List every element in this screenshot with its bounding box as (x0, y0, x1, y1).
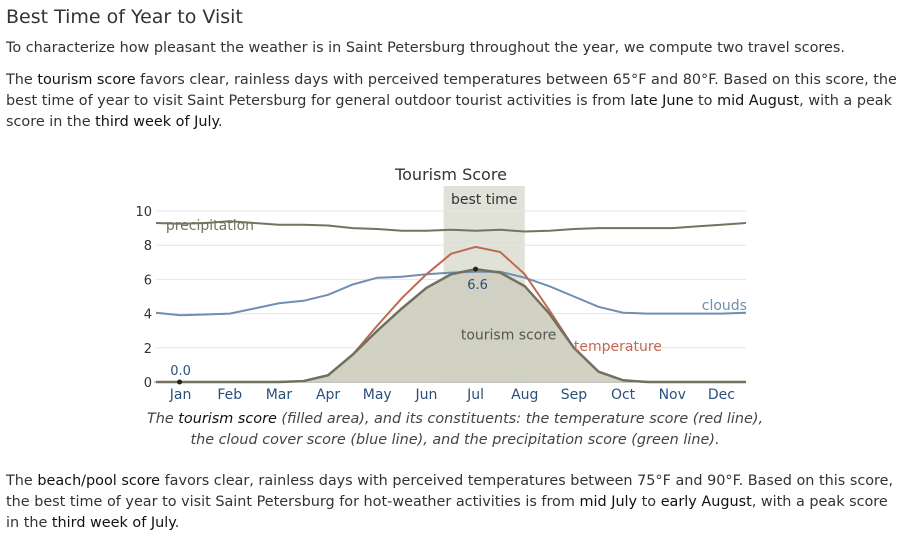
text-run: to (637, 494, 661, 510)
month-label: Apr (316, 387, 340, 403)
text-run: . (174, 515, 180, 531)
peak-marker (473, 266, 479, 272)
y-tick-label: 2 (144, 342, 152, 357)
month-label: Sep (561, 387, 588, 403)
min-marker (177, 379, 183, 385)
month-label: Jul (466, 387, 484, 403)
end-period: early August (660, 494, 752, 510)
y-tick-label: 0 (144, 376, 152, 391)
text-run: favors clear, rainless days with perceiv… (6, 72, 897, 109)
caption-tourism-term: tourism score (178, 411, 277, 427)
precipitation-line (155, 220, 747, 233)
temperature-label: temperature (574, 339, 662, 355)
text-run: to (693, 93, 718, 109)
text-run: The (6, 72, 38, 88)
text-run: , with a peak score in the (6, 494, 888, 531)
tourism-score-term: tourism score (37, 72, 136, 88)
clouds-label: clouds (702, 298, 747, 314)
precipitation-label: precipitation (166, 218, 254, 234)
text-run: The (6, 473, 38, 489)
peak-period: third week of July (51, 515, 175, 531)
month-label: Nov (659, 387, 686, 403)
start-period: late June (630, 93, 694, 109)
text-run: (filled area), and its constituents: the… (190, 411, 764, 448)
peak-period: third week of July (95, 114, 218, 130)
month-label: Feb (217, 387, 242, 403)
best-time-label: best time (451, 192, 517, 208)
text-run: favors clear, rainless days with perceiv… (6, 473, 894, 510)
start-period: mid July (579, 494, 638, 510)
tourism-score-line (156, 267, 746, 384)
beach-score-term: beach/pool score (37, 473, 161, 489)
y-tick-label: 4 (144, 308, 152, 323)
month-label: Dec (708, 387, 735, 403)
tourism-score-chart: best time 0 2 4 6 8 10 Tourism Score Jan Feb Mar Ap… (135, 165, 747, 403)
chart-caption: The tourism score (filled area), and its… (140, 409, 770, 451)
peak-value-label: 6.6 (467, 278, 488, 293)
y-tick-label: 10 (135, 205, 152, 220)
tourism-score-label: tourism score (461, 327, 557, 343)
intro-paragraph: To characterize how pleasant the weather… (6, 40, 845, 56)
y-tick-label: 8 (144, 239, 152, 254)
text-run: , with a peak score in the (6, 93, 892, 130)
tourism-paragraph: The tourism score favors clear, rainless… (6, 70, 898, 133)
text-run: The (146, 411, 179, 427)
end-period: mid August (717, 93, 800, 109)
month-label: Jan (169, 387, 192, 403)
min-value-label: 0.0 (170, 364, 191, 379)
text-run: . (217, 114, 223, 130)
month-label: May (363, 387, 392, 403)
month-label: Mar (266, 387, 293, 403)
month-label: Oct (611, 387, 636, 403)
chart-title: Tourism Score (394, 165, 507, 184)
section-title: Best Time of Year to Visit (6, 6, 243, 28)
clouds-line (155, 270, 747, 317)
tourism-score-area (156, 269, 746, 382)
month-label: Aug (511, 387, 538, 403)
month-label: Jun (414, 387, 437, 403)
beach-paragraph: The beach/pool score favors clear, rainl… (6, 471, 898, 534)
y-tick-label: 6 (144, 273, 152, 288)
